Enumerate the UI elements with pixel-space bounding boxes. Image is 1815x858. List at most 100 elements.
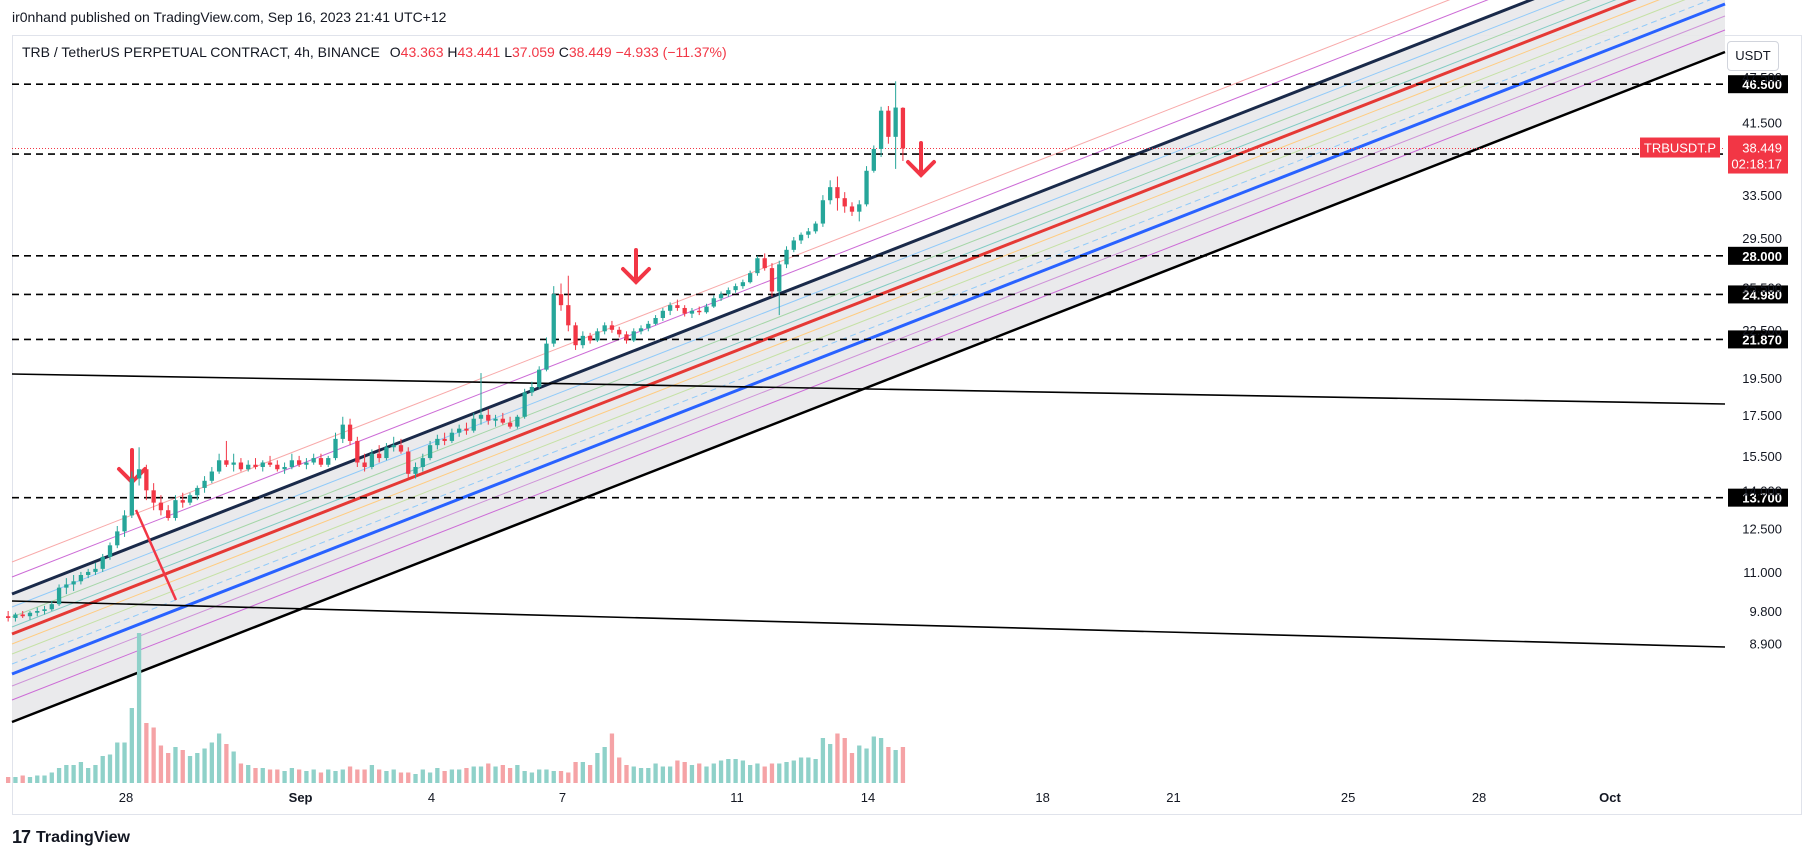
volume-bar	[551, 771, 556, 783]
volume-bar	[638, 768, 644, 783]
candle-body	[86, 571, 91, 576]
volume-bar	[318, 772, 324, 783]
candle-body	[35, 611, 40, 613]
volume-bar	[653, 763, 658, 783]
candle-body	[136, 469, 142, 479]
volume-bar	[798, 757, 804, 783]
volume-bar	[64, 765, 69, 783]
candle-body	[784, 249, 789, 265]
candle-body	[697, 310, 702, 313]
volume-bar	[718, 760, 724, 783]
price-tick: 22.500	[1742, 323, 1782, 338]
volume-bar	[820, 738, 826, 783]
candle-body	[246, 464, 251, 470]
close-value: 38.449	[568, 44, 612, 60]
level-label: 24.980	[1742, 287, 1782, 302]
volume-bar	[806, 757, 811, 783]
date-tick: 25	[1341, 790, 1355, 805]
candle-body	[311, 458, 316, 463]
volume-bar	[740, 760, 746, 783]
volume-bar	[791, 760, 796, 783]
tradingview-footer[interactable]: 17 TradingView	[12, 827, 130, 848]
price-tick: 11.000	[1743, 565, 1782, 580]
volume-bar	[377, 769, 382, 783]
candle-body	[886, 110, 891, 137]
candle-body	[515, 416, 520, 427]
volume-bar	[406, 772, 411, 783]
volume-bar	[20, 775, 25, 783]
volume-bar	[682, 762, 687, 783]
candle-body	[27, 612, 33, 617]
channel-line	[11, 0, 1660, 645]
candle-body	[100, 556, 105, 569]
volume-bar	[529, 772, 535, 783]
volume-bar	[209, 742, 214, 783]
volume-bar	[158, 745, 164, 783]
volume-bar	[522, 771, 527, 783]
volume-bar	[631, 766, 636, 783]
candle-body	[369, 453, 375, 467]
level-label: 28.000	[1742, 249, 1782, 264]
candle-body	[471, 418, 476, 431]
volume-bar	[71, 765, 76, 783]
price-tick: 47.500	[1742, 70, 1782, 85]
volume-bar	[733, 759, 738, 783]
price-tick: 14.000	[1742, 483, 1782, 498]
channel-line	[11, 0, 1591, 618]
volume-bar	[296, 769, 302, 783]
candle-body	[733, 286, 738, 291]
candle-body	[49, 604, 54, 610]
volume-bar	[362, 769, 367, 783]
volume-bar	[857, 745, 862, 783]
volume-bar	[136, 633, 142, 783]
date-tick: 18	[1035, 790, 1049, 805]
candle-body	[355, 440, 360, 463]
candle-body	[129, 478, 134, 516]
volume-bar	[260, 768, 265, 783]
candle-body	[653, 317, 658, 324]
candle-body	[478, 414, 484, 419]
volume-bar	[886, 747, 891, 783]
candle-body	[566, 305, 571, 326]
candle-body	[609, 325, 615, 330]
candle-body	[507, 422, 513, 427]
candle-body	[115, 531, 120, 546]
symbol-badge	[1640, 137, 1720, 158]
candle-body	[107, 545, 113, 557]
volume-bar	[617, 757, 622, 783]
volume-bar	[675, 760, 680, 783]
candle-body	[878, 110, 884, 149]
candle-body	[762, 258, 767, 269]
volume-bar	[166, 753, 171, 783]
channel-line	[11, 0, 1712, 665]
currency-selector-button[interactable]: USDT	[1727, 41, 1779, 71]
candle-body	[806, 231, 811, 235]
candle-body	[296, 460, 302, 465]
candle-body	[282, 466, 287, 470]
volume-bar	[828, 744, 833, 783]
candle-body	[624, 334, 629, 341]
candle-body	[587, 335, 593, 341]
volume-bar	[93, 765, 98, 783]
candle-body	[449, 432, 455, 441]
channel-fill	[12, 0, 1725, 722]
volume-bar	[864, 748, 869, 783]
candle-body	[202, 480, 207, 488]
candle-body	[500, 418, 505, 423]
candle-body	[260, 462, 265, 467]
volume-bar	[457, 769, 462, 783]
candle-body	[660, 310, 666, 318]
candle-body	[56, 587, 62, 605]
volume-bar	[326, 769, 331, 783]
candle-body	[667, 305, 673, 311]
channel-line	[11, 0, 1638, 636]
channel-line	[11, 0, 1686, 655]
candle-body	[187, 495, 193, 503]
channel-line	[11, 0, 1535, 596]
candle-body	[333, 438, 338, 459]
volume-bar	[835, 733, 840, 783]
candle-body	[522, 392, 527, 417]
candle-body	[384, 447, 389, 459]
candle-body	[573, 325, 578, 346]
